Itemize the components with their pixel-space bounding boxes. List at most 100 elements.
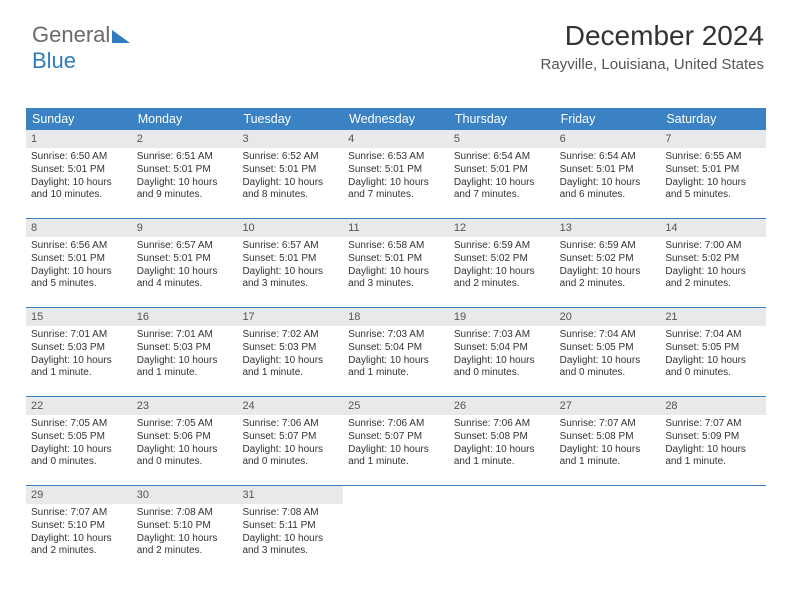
day-header: Friday <box>555 108 661 130</box>
day-number: 10 <box>237 219 343 237</box>
day-cell: 4Sunrise: 6:53 AMSunset: 5:01 PMDaylight… <box>343 130 449 208</box>
sunset-line: Sunset: 5:01 PM <box>454 164 550 177</box>
day-cell: 30Sunrise: 7:08 AMSunset: 5:10 PMDayligh… <box>132 486 238 564</box>
daylight-line: Daylight: 10 hours and 1 minute. <box>454 444 550 470</box>
sunset-line: Sunset: 5:05 PM <box>560 342 656 355</box>
day-header-row: SundayMondayTuesdayWednesdayThursdayFrid… <box>26 108 766 130</box>
sunrise-line: Sunrise: 7:06 AM <box>348 418 444 431</box>
day-cell: 28Sunrise: 7:07 AMSunset: 5:09 PMDayligh… <box>660 397 766 475</box>
day-body: Sunrise: 7:01 AMSunset: 5:03 PMDaylight:… <box>26 326 132 383</box>
sunrise-line: Sunrise: 7:07 AM <box>560 418 656 431</box>
day-cell: 21Sunrise: 7:04 AMSunset: 5:05 PMDayligh… <box>660 308 766 386</box>
sunrise-line: Sunrise: 6:52 AM <box>242 151 338 164</box>
day-cell <box>555 486 661 564</box>
sunrise-line: Sunrise: 6:55 AM <box>665 151 761 164</box>
day-body: Sunrise: 6:54 AMSunset: 5:01 PMDaylight:… <box>449 148 555 205</box>
sunset-line: Sunset: 5:10 PM <box>31 520 127 533</box>
sunset-line: Sunset: 5:01 PM <box>31 164 127 177</box>
week-row: 29Sunrise: 7:07 AMSunset: 5:10 PMDayligh… <box>26 485 766 564</box>
day-number: 14 <box>660 219 766 237</box>
week-row: 15Sunrise: 7:01 AMSunset: 5:03 PMDayligh… <box>26 307 766 386</box>
day-cell: 16Sunrise: 7:01 AMSunset: 5:03 PMDayligh… <box>132 308 238 386</box>
daylight-line: Daylight: 10 hours and 1 minute. <box>560 444 656 470</box>
daylight-line: Daylight: 10 hours and 0 minutes. <box>137 444 233 470</box>
day-cell: 3Sunrise: 6:52 AMSunset: 5:01 PMDaylight… <box>237 130 343 208</box>
sunrise-line: Sunrise: 6:54 AM <box>454 151 550 164</box>
sunset-line: Sunset: 5:11 PM <box>242 520 338 533</box>
daylight-line: Daylight: 10 hours and 1 minute. <box>348 355 444 381</box>
sunset-line: Sunset: 5:02 PM <box>454 253 550 266</box>
sunset-line: Sunset: 5:02 PM <box>560 253 656 266</box>
daylight-line: Daylight: 10 hours and 2 minutes. <box>665 266 761 292</box>
weeks-container: 1Sunrise: 6:50 AMSunset: 5:01 PMDaylight… <box>26 130 766 564</box>
sunrise-line: Sunrise: 7:01 AM <box>137 329 233 342</box>
sunset-line: Sunset: 5:08 PM <box>560 431 656 444</box>
day-number: 7 <box>660 130 766 148</box>
day-cell: 18Sunrise: 7:03 AMSunset: 5:04 PMDayligh… <box>343 308 449 386</box>
day-cell: 23Sunrise: 7:05 AMSunset: 5:06 PMDayligh… <box>132 397 238 475</box>
day-cell: 9Sunrise: 6:57 AMSunset: 5:01 PMDaylight… <box>132 219 238 297</box>
day-number: 5 <box>449 130 555 148</box>
day-number: 31 <box>237 486 343 504</box>
day-number: 27 <box>555 397 661 415</box>
day-number: 18 <box>343 308 449 326</box>
day-body: Sunrise: 6:52 AMSunset: 5:01 PMDaylight:… <box>237 148 343 205</box>
day-body: Sunrise: 7:01 AMSunset: 5:03 PMDaylight:… <box>132 326 238 383</box>
daylight-line: Daylight: 10 hours and 1 minute. <box>137 355 233 381</box>
day-body: Sunrise: 7:07 AMSunset: 5:09 PMDaylight:… <box>660 415 766 472</box>
day-cell: 11Sunrise: 6:58 AMSunset: 5:01 PMDayligh… <box>343 219 449 297</box>
day-body: Sunrise: 7:04 AMSunset: 5:05 PMDaylight:… <box>555 326 661 383</box>
day-number: 2 <box>132 130 238 148</box>
sunrise-line: Sunrise: 7:06 AM <box>242 418 338 431</box>
sunset-line: Sunset: 5:02 PM <box>665 253 761 266</box>
sunset-line: Sunset: 5:05 PM <box>31 431 127 444</box>
sunrise-line: Sunrise: 6:50 AM <box>31 151 127 164</box>
day-cell: 19Sunrise: 7:03 AMSunset: 5:04 PMDayligh… <box>449 308 555 386</box>
day-cell: 12Sunrise: 6:59 AMSunset: 5:02 PMDayligh… <box>449 219 555 297</box>
day-header: Saturday <box>660 108 766 130</box>
day-cell <box>343 486 449 564</box>
day-number: 21 <box>660 308 766 326</box>
day-header: Wednesday <box>343 108 449 130</box>
day-cell: 24Sunrise: 7:06 AMSunset: 5:07 PMDayligh… <box>237 397 343 475</box>
sunset-line: Sunset: 5:08 PM <box>454 431 550 444</box>
sunset-line: Sunset: 5:09 PM <box>665 431 761 444</box>
sunset-line: Sunset: 5:01 PM <box>137 253 233 266</box>
day-cell: 7Sunrise: 6:55 AMSunset: 5:01 PMDaylight… <box>660 130 766 208</box>
day-number: 17 <box>237 308 343 326</box>
daylight-line: Daylight: 10 hours and 7 minutes. <box>454 177 550 203</box>
day-body: Sunrise: 7:05 AMSunset: 5:05 PMDaylight:… <box>26 415 132 472</box>
day-number: 25 <box>343 397 449 415</box>
day-body: Sunrise: 7:07 AMSunset: 5:10 PMDaylight:… <box>26 504 132 561</box>
day-body: Sunrise: 7:06 AMSunset: 5:08 PMDaylight:… <box>449 415 555 472</box>
sunrise-line: Sunrise: 6:59 AM <box>560 240 656 253</box>
logo-text-2: Blue <box>32 48 76 73</box>
day-body: Sunrise: 7:03 AMSunset: 5:04 PMDaylight:… <box>343 326 449 383</box>
sunrise-line: Sunrise: 6:54 AM <box>560 151 656 164</box>
day-body: Sunrise: 6:56 AMSunset: 5:01 PMDaylight:… <box>26 237 132 294</box>
logo-triangle-icon <box>112 30 130 43</box>
sunset-line: Sunset: 5:01 PM <box>348 164 444 177</box>
day-body: Sunrise: 7:08 AMSunset: 5:10 PMDaylight:… <box>132 504 238 561</box>
sunrise-line: Sunrise: 7:06 AM <box>454 418 550 431</box>
sunrise-line: Sunrise: 7:08 AM <box>242 507 338 520</box>
day-body: Sunrise: 6:51 AMSunset: 5:01 PMDaylight:… <box>132 148 238 205</box>
sunset-line: Sunset: 5:07 PM <box>242 431 338 444</box>
day-number: 9 <box>132 219 238 237</box>
day-cell: 22Sunrise: 7:05 AMSunset: 5:05 PMDayligh… <box>26 397 132 475</box>
week-row: 8Sunrise: 6:56 AMSunset: 5:01 PMDaylight… <box>26 218 766 297</box>
day-body: Sunrise: 6:55 AMSunset: 5:01 PMDaylight:… <box>660 148 766 205</box>
location-subtitle: Rayville, Louisiana, United States <box>541 56 764 73</box>
day-number: 1 <box>26 130 132 148</box>
day-body: Sunrise: 7:05 AMSunset: 5:06 PMDaylight:… <box>132 415 238 472</box>
logo-text-1: General <box>32 22 110 47</box>
daylight-line: Daylight: 10 hours and 1 minute. <box>348 444 444 470</box>
day-body: Sunrise: 6:57 AMSunset: 5:01 PMDaylight:… <box>237 237 343 294</box>
day-body: Sunrise: 6:59 AMSunset: 5:02 PMDaylight:… <box>555 237 661 294</box>
sunset-line: Sunset: 5:01 PM <box>31 253 127 266</box>
daylight-line: Daylight: 10 hours and 1 minute. <box>242 355 338 381</box>
sunrise-line: Sunrise: 7:04 AM <box>560 329 656 342</box>
sunset-line: Sunset: 5:04 PM <box>454 342 550 355</box>
daylight-line: Daylight: 10 hours and 2 minutes. <box>560 266 656 292</box>
day-cell <box>449 486 555 564</box>
